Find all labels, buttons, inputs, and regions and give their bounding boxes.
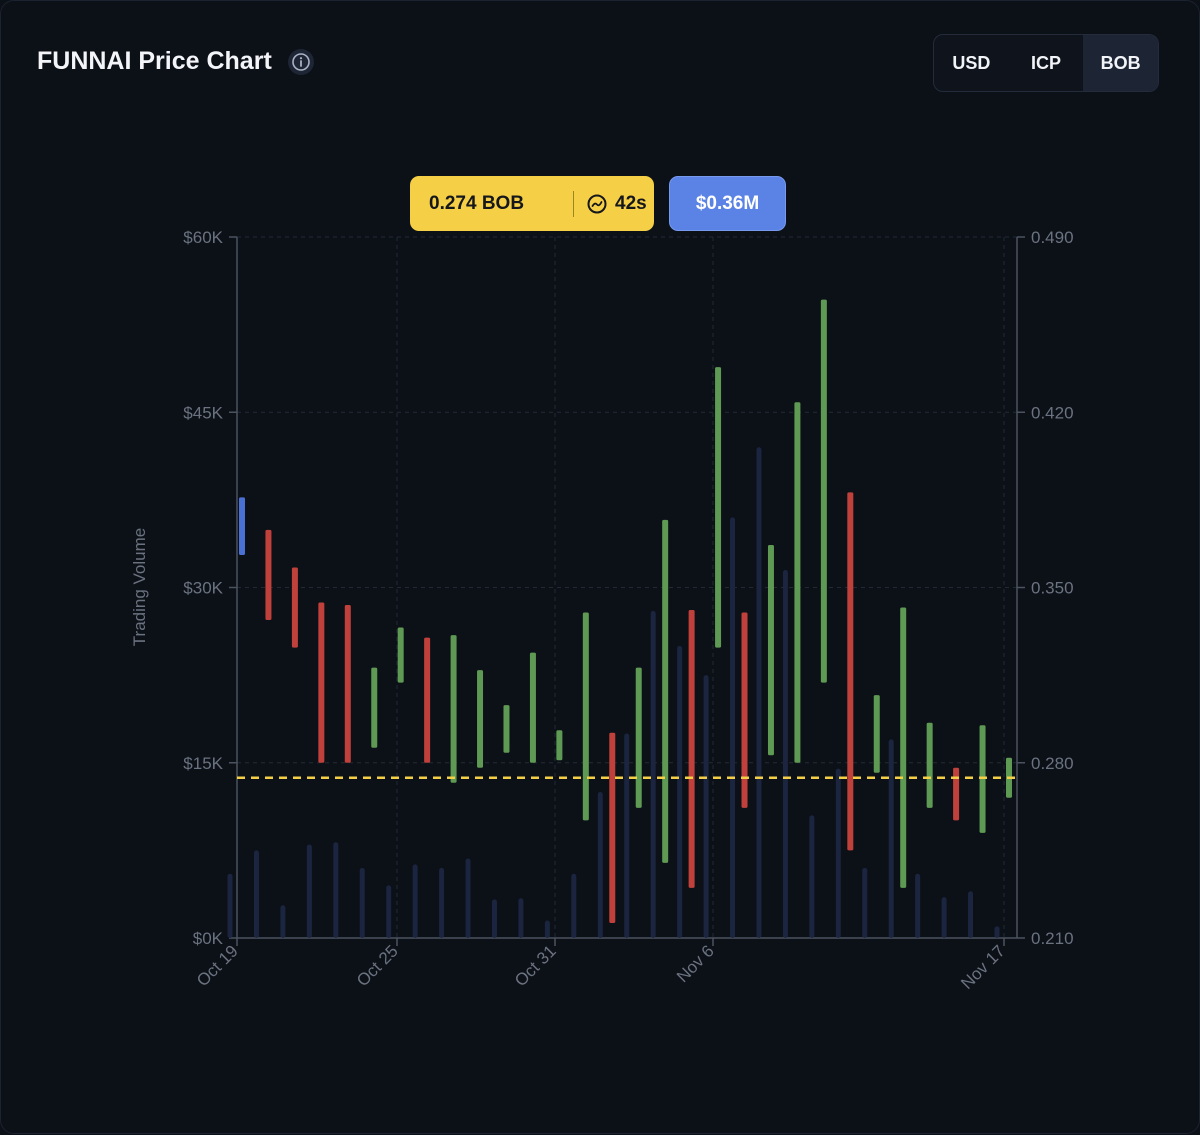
- price-candle: [556, 730, 563, 761]
- volume-bar: [915, 873, 921, 938]
- x-tick-label: Oct 25: [353, 941, 402, 990]
- volume-bar: [333, 842, 339, 938]
- volume-bar: [809, 815, 815, 938]
- price-candle: [741, 612, 748, 808]
- volume-bar: [439, 867, 445, 938]
- volume-bar: [650, 610, 656, 938]
- volume-bar: [677, 645, 683, 938]
- price-candle: [582, 612, 589, 821]
- x-tick-label: Nov 6: [673, 941, 718, 986]
- price-candle: [688, 610, 695, 888]
- volume-bar: [571, 873, 577, 938]
- volume-bar: [518, 898, 524, 938]
- volume-bar: [359, 867, 365, 938]
- right-tick-label: 0.350: [1031, 579, 1074, 598]
- volume-bar: [624, 733, 630, 938]
- right-tick-label: 0.280: [1031, 754, 1074, 773]
- currency-icp-button[interactable]: ICP: [1031, 52, 1062, 73]
- right-tick-label: 0.490: [1031, 228, 1074, 247]
- x-tick-label: Nov 17: [957, 941, 1009, 993]
- price-candle: [767, 544, 774, 756]
- price-candle: [715, 367, 722, 648]
- price-candle: [397, 627, 404, 683]
- price-candle: [979, 725, 986, 833]
- volume-bar: [280, 905, 286, 938]
- refresh-timer: 42s: [586, 193, 647, 215]
- volume-bar: [888, 739, 894, 938]
- price-candle: [371, 667, 378, 748]
- volume-bar: [597, 791, 603, 938]
- volume-bar: [491, 899, 497, 938]
- current-price-badge: 0.274 BOB 42s: [410, 176, 654, 231]
- price-candle: [900, 607, 907, 888]
- volume-bar: [994, 926, 1000, 938]
- price-candle: [450, 635, 457, 783]
- refresh-countdown: 42s: [615, 192, 647, 214]
- price-candle: [529, 652, 536, 763]
- currency-usd-button[interactable]: USD: [952, 52, 991, 73]
- left-tick-label: $15K: [183, 754, 223, 773]
- volume-bar: [253, 850, 259, 938]
- volume-bar: [756, 447, 762, 938]
- price-candle: [503, 705, 510, 753]
- price-candle: [424, 637, 431, 763]
- price-candle: [873, 695, 880, 773]
- x-tick-label: Oct 31: [511, 941, 560, 990]
- price-candle: [291, 567, 298, 648]
- volume-bar: [386, 885, 392, 938]
- left-tick-label: $0K: [193, 929, 224, 948]
- right-tick-label: 0.210: [1031, 929, 1074, 948]
- badge-divider: [573, 190, 574, 217]
- price-candle: [794, 402, 801, 763]
- price-candle: [477, 670, 484, 768]
- price-candle: [847, 492, 854, 851]
- timer-icon: [587, 194, 607, 213]
- volume-bar: [835, 768, 841, 938]
- price-candle: [820, 299, 827, 683]
- info-icon[interactable]: [287, 48, 314, 75]
- volume-bar: [941, 897, 947, 938]
- volume-bar: [412, 864, 418, 938]
- price-candle: [265, 529, 272, 621]
- currency-toggle: USD ICP BOB: [933, 34, 1159, 92]
- price-candle: [239, 497, 245, 555]
- left-tick-label: $60K: [183, 228, 223, 247]
- volume-bar: [465, 858, 471, 938]
- volume-bar: [544, 920, 550, 938]
- current-price-value: 0.274 BOB: [429, 192, 525, 214]
- left-tick-label: $45K: [183, 403, 223, 422]
- chart-title: FUNNAI Price Chart: [37, 47, 272, 75]
- price-candle: [318, 602, 325, 763]
- chart-title-row: FUNNAI Price Chart: [37, 47, 314, 76]
- volume-bar: [703, 675, 709, 938]
- y-axis-title: Trading Volume: [130, 528, 149, 646]
- price-candle: [635, 667, 642, 808]
- price-candle: [609, 732, 616, 923]
- left-tick-label: $30K: [183, 579, 223, 598]
- x-tick-label: Oct 19: [193, 941, 242, 990]
- price-candle: [662, 519, 669, 863]
- volume-bar: [782, 569, 788, 938]
- volume-bar: [306, 844, 312, 938]
- price-candle: [344, 605, 351, 763]
- volume-bar: [227, 873, 233, 938]
- price-candle: [926, 722, 933, 808]
- total-volume-badge[interactable]: $0.36M: [669, 176, 786, 231]
- currency-bob-button[interactable]: BOB: [1083, 35, 1158, 91]
- volume-bar: [730, 517, 736, 938]
- right-tick-label: 0.420: [1031, 403, 1074, 422]
- volume-bar: [968, 891, 974, 938]
- price-candle: [953, 767, 960, 821]
- volume-bar: [862, 867, 868, 938]
